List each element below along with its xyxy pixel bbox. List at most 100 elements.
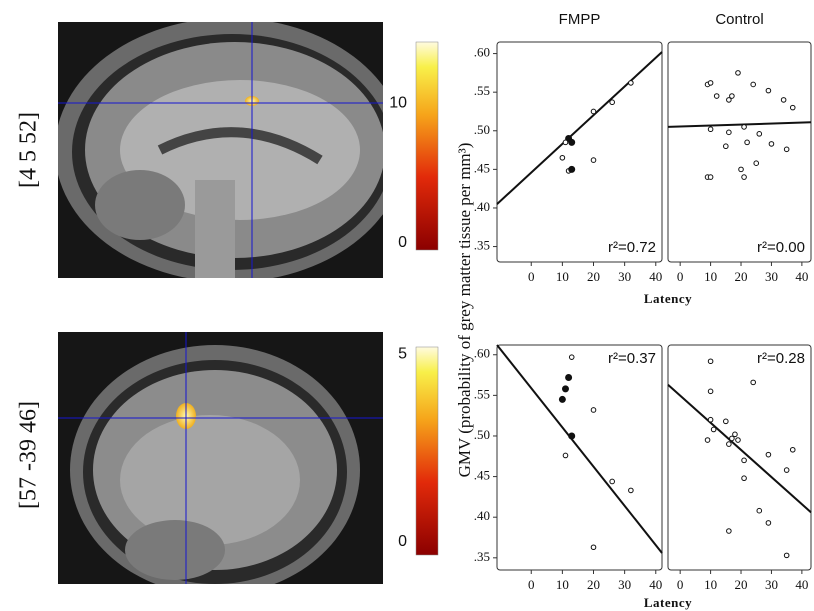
colorbar-tick-label: 0	[398, 533, 407, 550]
row-label: [4 5 52]	[16, 112, 42, 188]
data-point	[708, 127, 713, 132]
y-tick-label: .35	[474, 238, 490, 253]
data-point	[784, 468, 789, 473]
x-tick-label: 0	[677, 577, 684, 592]
fit-line	[668, 385, 811, 513]
data-point	[766, 452, 771, 457]
data-point	[742, 458, 747, 463]
x-tick-label: 20	[735, 577, 748, 592]
x-tick-label: 20	[735, 269, 748, 284]
x-tick-label: 30	[765, 577, 778, 592]
data-point	[745, 140, 750, 145]
data-point	[742, 476, 747, 481]
x-axis-label: Latency	[644, 595, 692, 610]
data-point	[563, 140, 568, 145]
y-tick-label: .45	[474, 160, 490, 175]
x-tick-label: 0	[528, 269, 535, 284]
data-point	[705, 438, 710, 443]
x-tick-label: 10	[704, 269, 717, 284]
data-point	[629, 488, 634, 493]
data-point	[757, 508, 762, 513]
column-title: FMPP	[559, 11, 601, 28]
x-tick-label: 20	[587, 577, 600, 592]
r-squared: r²=0.00	[757, 239, 805, 256]
y-tick-label: .35	[474, 549, 490, 564]
x-tick-label: 0	[677, 269, 684, 284]
data-point	[784, 553, 789, 558]
x-tick-label: 40	[649, 577, 662, 592]
r-squared: r²=0.72	[608, 239, 656, 256]
data-point	[610, 100, 615, 105]
x-axis-label: Latency	[644, 291, 692, 306]
y-tick-label: .40	[474, 199, 490, 214]
y-tick-label: .50	[474, 427, 490, 442]
data-point	[742, 175, 747, 180]
x-tick-label: 10	[556, 269, 569, 284]
x-tick-label: 20	[587, 269, 600, 284]
data-point	[562, 386, 568, 392]
y-tick-label: .40	[474, 508, 490, 523]
data-point	[591, 109, 596, 114]
data-point	[569, 139, 575, 145]
data-point	[730, 94, 735, 99]
y-tick-label: .45	[474, 468, 490, 483]
colorbar-tick-label: 5	[398, 346, 407, 363]
plot-frame	[497, 345, 662, 570]
data-point	[591, 545, 596, 550]
data-point	[708, 81, 713, 86]
data-point	[754, 161, 759, 166]
data-point	[563, 453, 568, 458]
x-tick-label: 40	[649, 269, 662, 284]
data-point	[769, 142, 774, 147]
data-point	[566, 374, 572, 380]
data-point	[739, 167, 744, 172]
y-tick-label: .50	[474, 122, 490, 137]
data-point	[727, 529, 732, 534]
colorbar-tick-label: 0	[398, 234, 407, 251]
data-point	[730, 436, 735, 441]
plot-frame	[668, 345, 811, 570]
data-point	[569, 433, 575, 439]
x-tick-label: 0	[528, 577, 535, 592]
data-point	[708, 175, 713, 180]
data-point	[751, 380, 756, 385]
data-point	[708, 359, 713, 364]
x-tick-label: 10	[704, 577, 717, 592]
data-point	[784, 147, 789, 152]
data-point	[569, 166, 575, 172]
colorbar	[416, 42, 438, 250]
x-tick-label: 30	[765, 269, 778, 284]
data-point	[629, 81, 634, 86]
data-point	[569, 355, 574, 360]
data-point	[790, 447, 795, 452]
x-tick-label: 40	[795, 577, 808, 592]
brain-image	[58, 332, 383, 595]
figure: GMV (probability of grey matter tissue p…	[0, 0, 814, 611]
brain-image	[55, 18, 405, 282]
x-tick-label: 30	[618, 269, 631, 284]
data-point	[714, 94, 719, 99]
r-squared: r²=0.28	[757, 350, 805, 367]
y-tick-label: .55	[474, 83, 490, 98]
r-squared: r²=0.37	[608, 350, 656, 367]
data-point	[711, 427, 716, 432]
data-point	[766, 88, 771, 93]
x-tick-label: 30	[618, 577, 631, 592]
data-point	[781, 98, 786, 103]
data-point	[736, 438, 741, 443]
y-tick-label: .60	[474, 346, 490, 361]
row-label: [57 -39 46]	[16, 401, 42, 509]
x-tick-label: 40	[795, 269, 808, 284]
data-point	[727, 442, 732, 447]
data-point	[790, 105, 795, 110]
y-tick-label: .60	[474, 45, 490, 60]
colorbar	[416, 347, 438, 555]
data-point	[724, 144, 729, 149]
x-tick-label: 10	[556, 577, 569, 592]
fit-line	[668, 122, 811, 127]
data-point	[708, 417, 713, 422]
data-point	[766, 521, 771, 526]
colorbar-tick-label: 10	[389, 95, 407, 112]
data-point	[751, 82, 756, 87]
data-point	[560, 155, 565, 160]
